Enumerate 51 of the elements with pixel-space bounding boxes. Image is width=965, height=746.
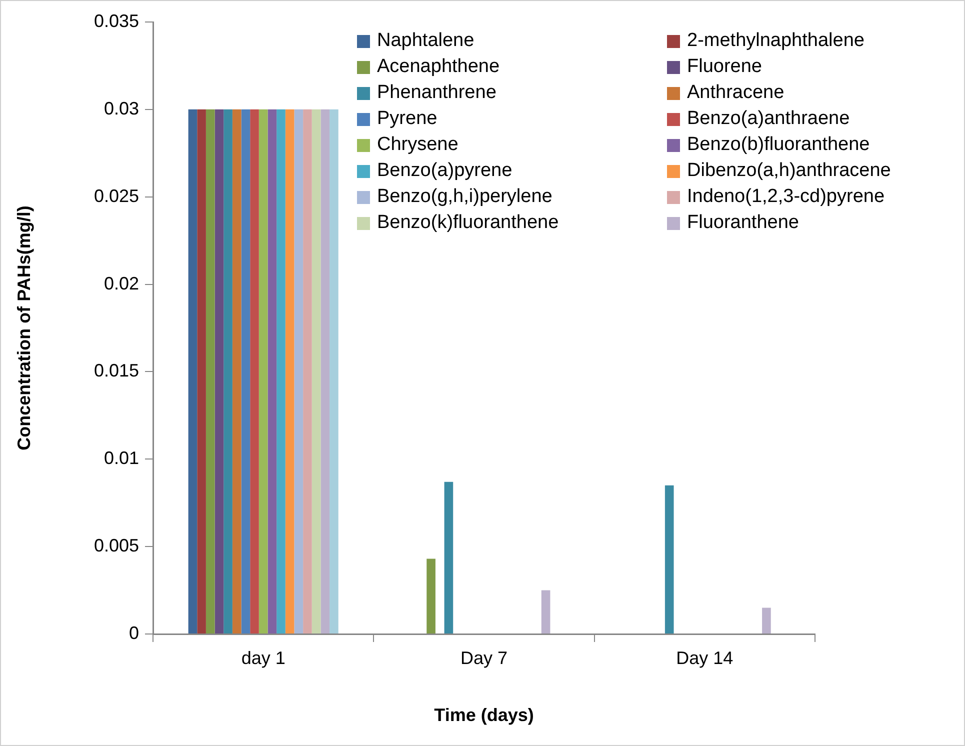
bar (303, 109, 312, 634)
bar (312, 109, 321, 634)
bar (426, 558, 436, 634)
bar (250, 109, 259, 634)
legend-label: Chrysene (377, 134, 458, 156)
x-tick-label: Day 7 (460, 648, 508, 668)
x-tick-label: Day 14 (676, 648, 734, 668)
bar (330, 109, 338, 634)
legend-label: Acenaphthene (377, 56, 500, 78)
legend-label: Benzo(a)pyrene (377, 160, 512, 182)
legend-label: Pyrene (377, 108, 438, 130)
bar (258, 109, 268, 634)
bar (268, 109, 277, 634)
y-tick-label: 0.015 (94, 360, 139, 381)
legend-label: Benzo(a)anthraene (687, 108, 850, 130)
bar (285, 109, 294, 634)
bar (444, 482, 454, 634)
bar (664, 485, 674, 634)
legend-label: Indeno(1,2,3-cd)pyrene (687, 186, 885, 208)
y-tick-label: 0.005 (94, 536, 139, 556)
legend-label: 2-methylnaphthalene (687, 30, 864, 52)
legend-label: Dibenzo(a,h)anthracene (687, 160, 891, 182)
legend-label: Anthracene (687, 82, 784, 104)
bar (320, 109, 330, 634)
bar (188, 109, 198, 634)
y-tick-label: 0.035 (94, 10, 139, 31)
bar (232, 109, 242, 634)
bar (241, 109, 250, 634)
y-axis-title: Concentration of PAHs(mg/l) (14, 206, 34, 450)
legend-label: Fluoranthene (687, 212, 799, 234)
legend-label: Benzo(b)fluoranthene (687, 134, 870, 156)
bar (276, 109, 286, 634)
legend-label: Benzo(g,h,i)perylene (377, 186, 552, 208)
y-tick-label: 0.01 (104, 448, 139, 468)
y-tick-label: 0.025 (94, 186, 139, 206)
y-tick-label: 0.02 (104, 273, 139, 294)
legend-label: Naphtalene (377, 30, 474, 52)
bar (541, 590, 550, 634)
bar (214, 109, 224, 634)
legend-label: Benzo(k)fluoranthene (377, 212, 559, 234)
bar (197, 109, 206, 634)
x-axis-title: Time (days) (434, 705, 534, 726)
legend-label: Phenanthrene (377, 82, 496, 104)
bar (762, 608, 771, 634)
bar (206, 109, 215, 634)
y-tick-label: 0 (128, 622, 139, 643)
y-tick-label: 0.03 (104, 98, 139, 118)
bar (224, 109, 232, 634)
bar (294, 109, 304, 634)
x-tick-label: day 1 (241, 648, 286, 668)
legend-label: Fluorene (687, 56, 762, 78)
